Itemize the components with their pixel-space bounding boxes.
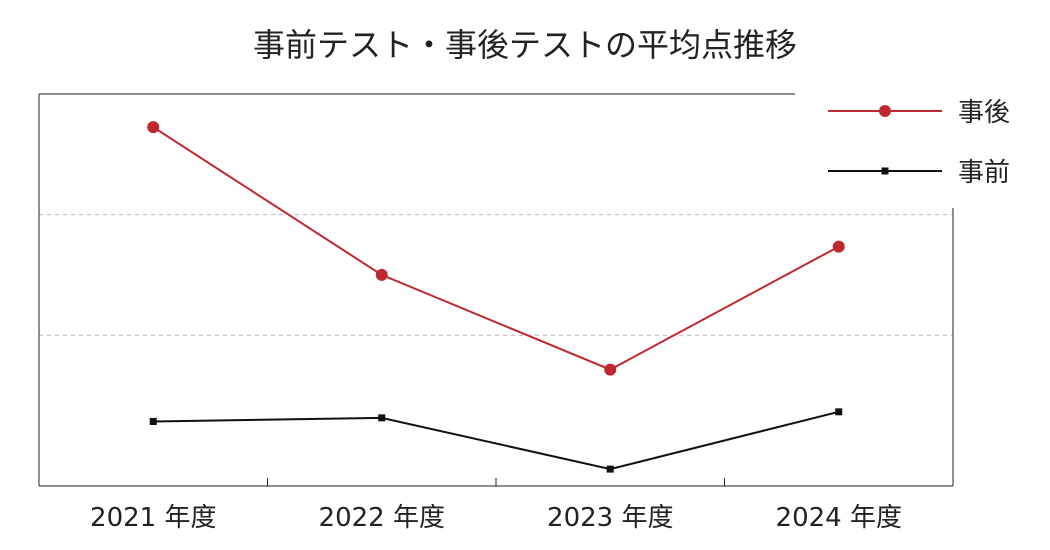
- legend-label-1: 事後: [958, 98, 1010, 128]
- series-1-point-3: [604, 363, 617, 376]
- chart-title: 事前テスト・事後テストの平均点推移: [253, 26, 797, 64]
- legend-marker-2: [881, 167, 889, 175]
- series-group: [147, 121, 845, 473]
- series-2-point-4: [835, 408, 843, 416]
- series-1-point-1: [147, 121, 160, 134]
- series-1-point-4: [832, 240, 845, 253]
- x-tick-label-1: 2021 年度: [90, 503, 216, 533]
- series-2-point-2: [378, 414, 386, 422]
- x-tick-label-2: 2022 年度: [319, 503, 445, 533]
- x-axis-labels: 2021 年度 2022 年度 2023 年度 2024 年度: [90, 503, 902, 533]
- series-line-1: [152, 126, 840, 371]
- legend-marker-1: [879, 105, 891, 117]
- legend-label-2: 事前: [958, 158, 1010, 188]
- x-tick-label-3: 2023 年度: [547, 503, 673, 533]
- series-1-point-2: [375, 268, 388, 281]
- series-2-point-3: [606, 465, 614, 473]
- series-2-point-1: [149, 417, 157, 425]
- gridlines: [39, 214, 953, 336]
- x-tick-label-4: 2024 年度: [776, 503, 902, 533]
- series-line-2: [153, 410, 839, 471]
- plot-frame: [38, 93, 954, 487]
